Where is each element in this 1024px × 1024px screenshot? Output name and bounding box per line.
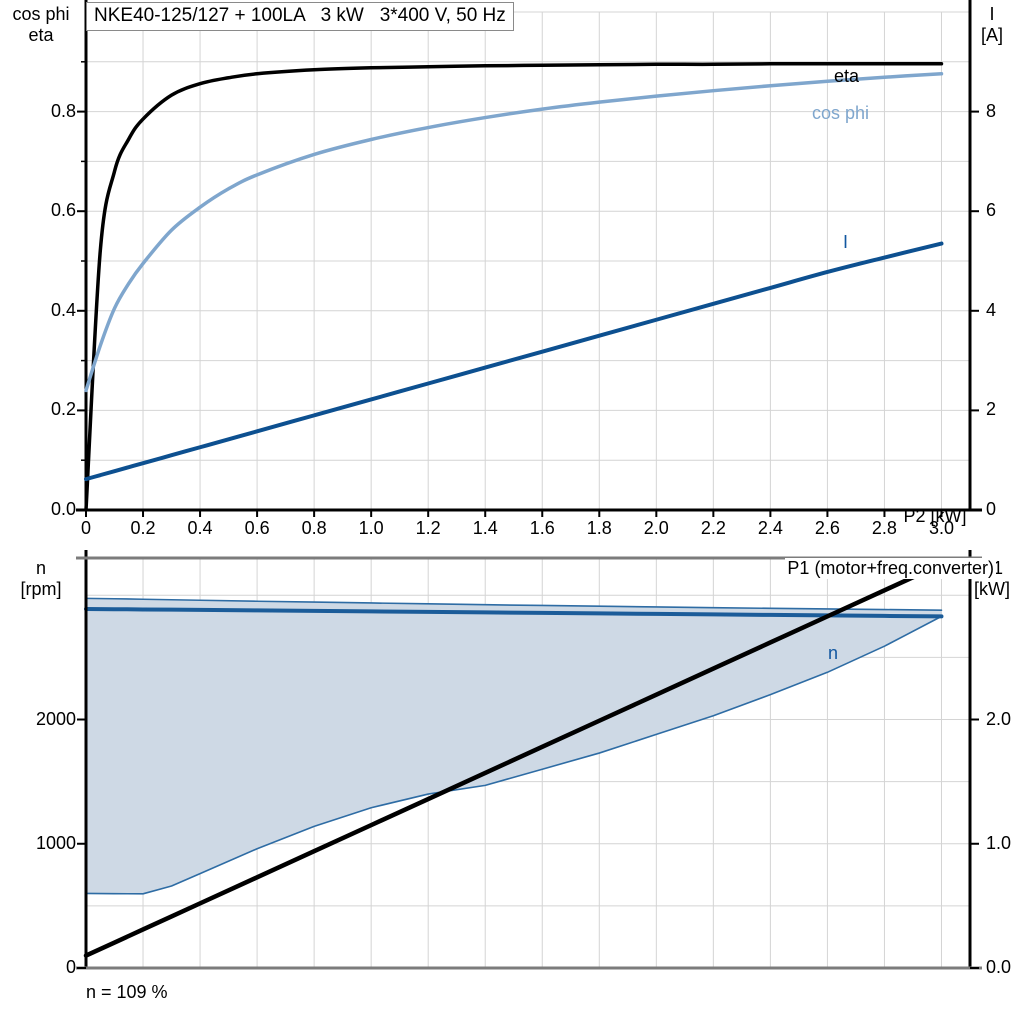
x-tick-label: 1.0	[358, 518, 384, 538]
curve-i	[84, 241, 944, 482]
x-tick-label: 1.8	[586, 518, 612, 538]
top-left-axis-title: cos phi eta	[12, 4, 70, 45]
top-right-axis-title: I [A]	[980, 4, 1003, 45]
top-gridlines	[86, 11, 970, 510]
curve-label-eta: eta	[834, 66, 860, 86]
curve-label-speed: n	[828, 643, 839, 663]
x-tick-label: 2.2	[700, 518, 726, 538]
x-tick-label: 1.2	[415, 518, 441, 538]
y-tick-label-right: 2	[986, 399, 997, 420]
y-tick-label-right: 1.0	[986, 832, 1012, 853]
x-tick-label: 0.8	[301, 518, 327, 538]
x-tick-label: 0	[80, 518, 91, 538]
y-tick-label-left: 1000	[35, 832, 76, 853]
curve-eta	[84, 62, 944, 512]
y-tick-label-right: 6	[986, 200, 997, 221]
band-lower-edge	[85, 615, 943, 895]
bottom-left-axis-title: n [rpm]	[20, 558, 62, 599]
top-axes	[76, 0, 982, 517]
x-tick-label: 3.0	[928, 518, 954, 538]
p1-annotation: P1 (motor+freq.converter)	[785, 558, 996, 579]
x-tick-label: 0.2	[130, 518, 156, 538]
y-tick-label-left: 2000	[35, 708, 76, 729]
speed-range-band	[86, 598, 942, 894]
x-tick-label: 2.8	[871, 518, 897, 538]
y-tick-label-left: 0	[65, 957, 76, 977]
x-tick-label: 0.6	[244, 518, 270, 538]
band-upper-edge	[85, 597, 943, 611]
x-tick-label: 2.6	[814, 518, 840, 538]
x-tick-label: 0.4	[187, 518, 213, 538]
curve-label-current: I	[843, 232, 849, 252]
bottom-axes	[76, 550, 982, 970]
model-title-box: NKE40-125/127 + 100LA 3 kW 3*400 V, 50 H…	[86, 2, 514, 31]
y-tick-label-left: 0.0	[50, 499, 76, 519]
top-curves	[84, 62, 944, 512]
curve-cos-phi	[84, 72, 944, 393]
y-tick-label-right: 2.0	[986, 708, 1012, 729]
x-tick-label: 1.6	[529, 518, 555, 538]
y-tick-label-right: 0.0	[986, 957, 1012, 977]
top-chart-panel: cos phi eta I [A] P2 [kW] NKE40-125/127 …	[12, 0, 1003, 538]
y-tick-label-left: 0.4	[50, 299, 76, 320]
curve-p1	[83, 561, 944, 958]
y-tick-label-right: 8	[986, 100, 997, 121]
x-tick-label: 2.4	[757, 518, 783, 538]
y-tick-label-left: 0.2	[50, 399, 76, 420]
bottom-curves	[83, 561, 944, 958]
curve-n	[84, 606, 944, 619]
x-tick-label: 2.0	[643, 518, 669, 538]
y-tick-label-right: 0	[986, 499, 997, 519]
top-plot-area	[76, 0, 982, 517]
speed-percent-note: n = 109 %	[86, 982, 168, 1002]
y-tick-label-left: 0.6	[50, 200, 76, 221]
curve-label-cos-phi: cos phi	[812, 103, 870, 123]
y-tick-label-left: 0.8	[50, 100, 76, 121]
bottom-plot-area	[76, 550, 982, 970]
x-tick-label: 1.4	[472, 518, 498, 538]
y-tick-label-right: 4	[986, 299, 997, 320]
